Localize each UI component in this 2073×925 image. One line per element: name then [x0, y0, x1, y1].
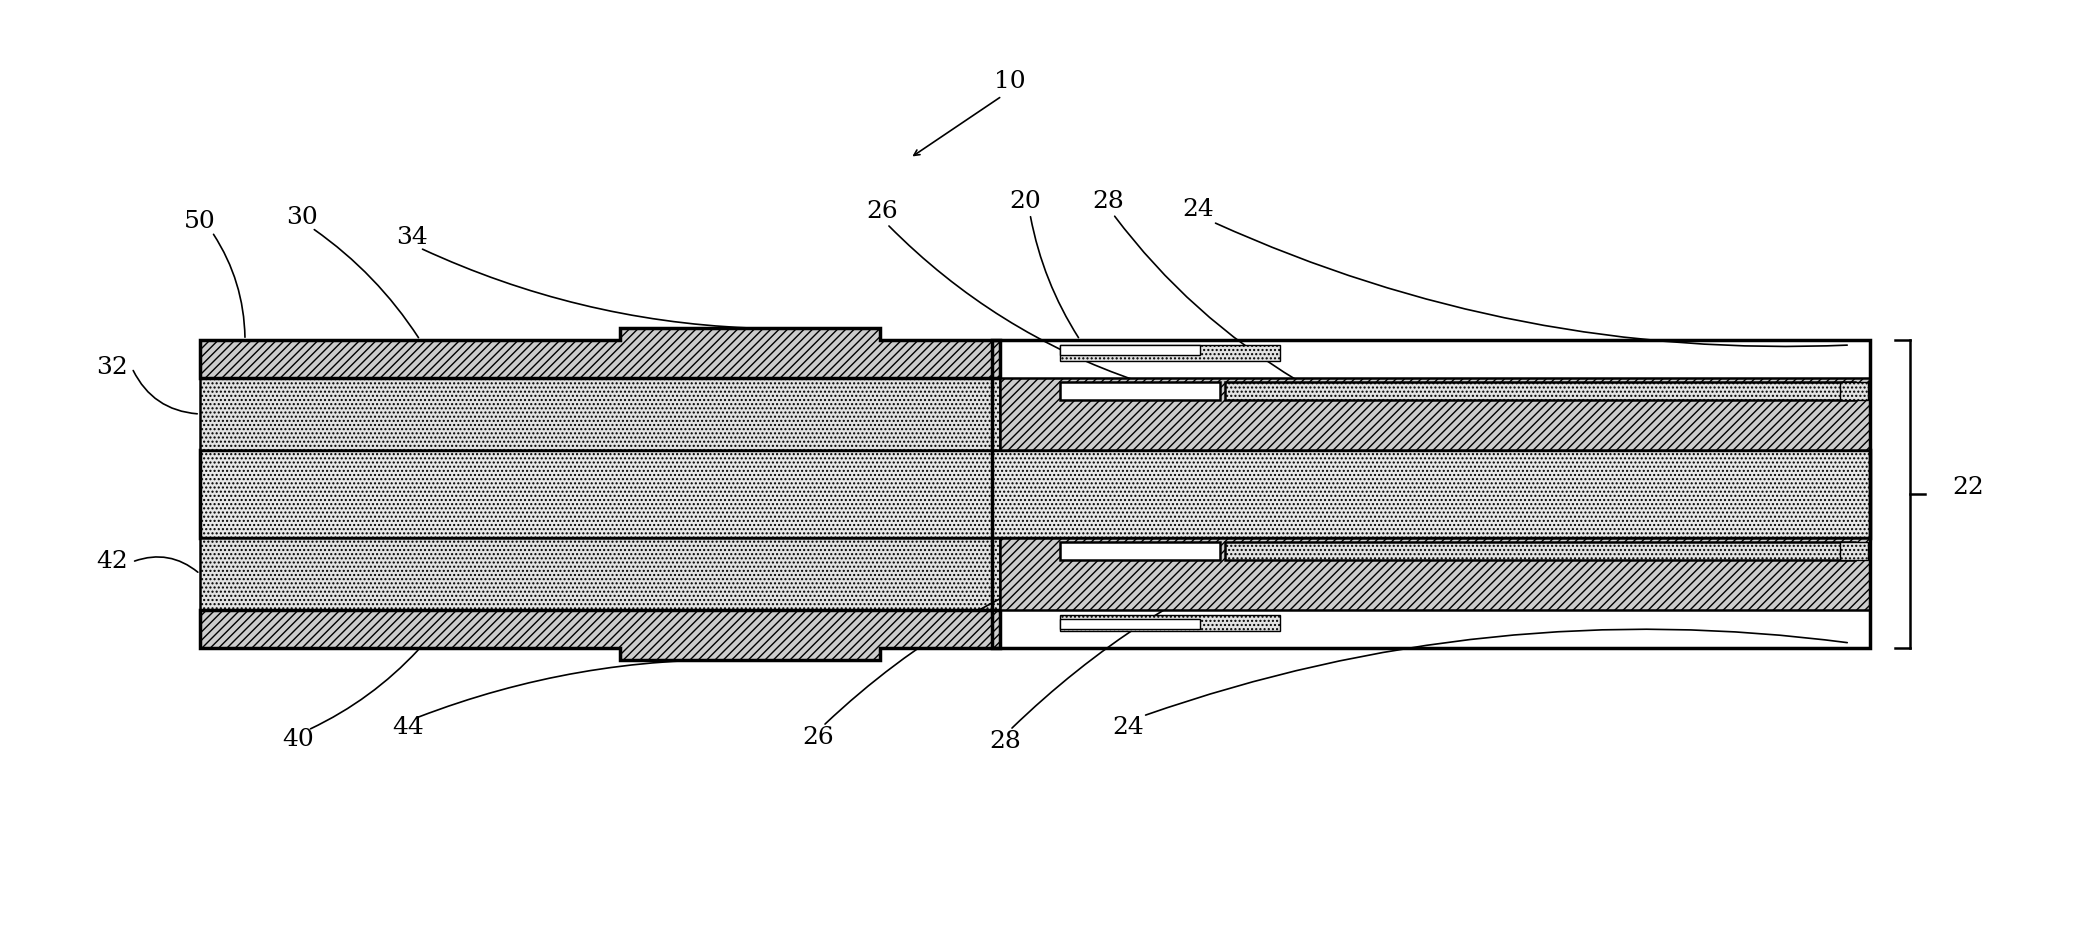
Bar [199, 450, 1870, 538]
Bar [1059, 345, 1200, 355]
Text: 28: 28 [1092, 191, 1124, 214]
Bar [1225, 542, 1855, 560]
Bar [199, 378, 999, 450]
Bar [999, 538, 1870, 610]
Bar [1225, 382, 1855, 400]
Bar [1059, 542, 1221, 560]
Polygon shape [199, 328, 999, 378]
Text: 30: 30 [286, 206, 317, 229]
Bar [1841, 382, 1868, 400]
Text: 26: 26 [802, 726, 833, 749]
Text: 24: 24 [1182, 199, 1215, 221]
Text: 22: 22 [1953, 476, 1984, 500]
Text: 10: 10 [995, 70, 1026, 93]
Text: 32: 32 [95, 356, 129, 379]
Text: 42: 42 [95, 550, 129, 574]
Bar [993, 340, 1870, 648]
Polygon shape [199, 610, 999, 660]
Bar [199, 538, 999, 610]
Text: 20: 20 [1010, 191, 1041, 214]
Text: 34: 34 [396, 227, 427, 250]
Text: 24: 24 [1111, 717, 1144, 739]
Text: 44: 44 [392, 717, 423, 739]
Text: 50: 50 [184, 211, 216, 233]
Bar [1059, 615, 1279, 631]
Text: 26: 26 [867, 201, 898, 224]
Text: 40: 40 [282, 729, 313, 751]
Bar [1059, 382, 1221, 400]
Bar [999, 378, 1870, 450]
Bar [1059, 619, 1200, 629]
Bar [1841, 542, 1868, 560]
Bar [1059, 345, 1279, 361]
Text: 28: 28 [989, 731, 1020, 754]
